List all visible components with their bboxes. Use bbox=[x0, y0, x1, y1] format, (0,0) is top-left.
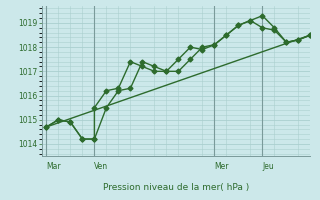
Text: Mer: Mer bbox=[214, 162, 229, 171]
Text: Mar: Mar bbox=[46, 162, 61, 171]
Text: Pression niveau de la mer( hPa ): Pression niveau de la mer( hPa ) bbox=[103, 183, 249, 192]
Text: Ven: Ven bbox=[94, 162, 108, 171]
Text: Jeu: Jeu bbox=[262, 162, 274, 171]
